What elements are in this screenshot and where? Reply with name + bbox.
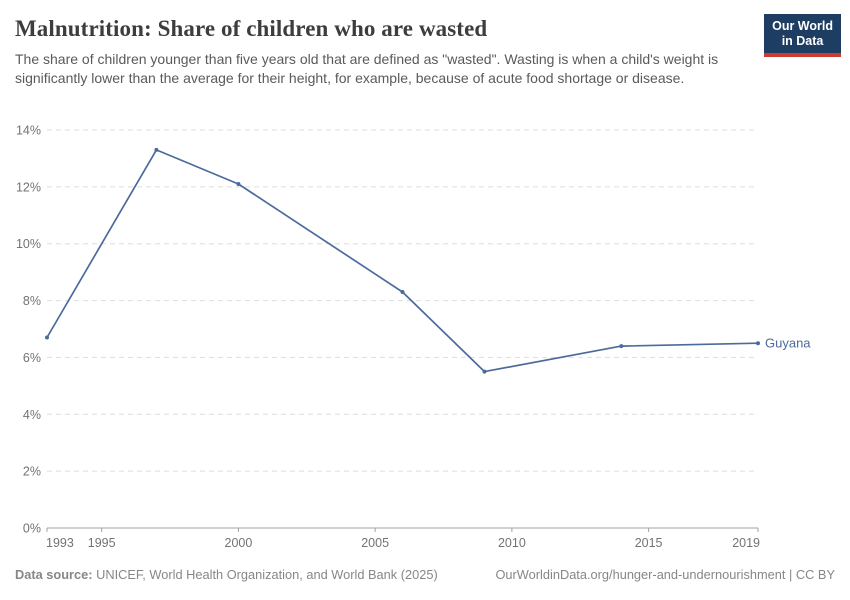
data-point-marker [236,182,241,186]
x-tick-label: 1993 [46,536,74,550]
x-tick-label: 2010 [498,536,526,550]
page-title: Malnutrition: Share of children who are … [15,16,488,41]
data-point-marker [756,341,760,346]
x-tick-label: 2000 [225,536,253,550]
data-point-marker [482,369,487,374]
data-point-marker [619,344,624,349]
chart-header: Malnutrition: Share of children who are … [0,0,850,88]
data-point-marker [400,290,405,294]
logo-line-2: in Data [781,34,824,48]
y-tick-label: 8% [23,294,41,308]
x-tick-label: 2005 [361,536,389,550]
y-tick-label: 14% [16,124,41,138]
data-point-marker [154,147,159,152]
y-tick-label: 0% [23,522,41,536]
y-tick-label: 6% [23,351,41,365]
chart-footer: Data source: UNICEF, World Health Organi… [15,567,835,582]
chart-subtitle: The share of children younger than five … [15,51,719,86]
data-source-text: UNICEF, World Health Organization, and W… [92,567,438,582]
data-point-marker [45,335,49,340]
x-tick-label: 2015 [635,536,663,550]
y-tick-label: 2% [23,465,41,479]
logo-line-1: Our World [772,19,833,33]
x-tick-label: 1995 [88,536,116,550]
footer-link[interactable]: OurWorldinData.org/hunger-and-undernouri… [495,567,835,582]
owid-logo[interactable]: Our World in Data [764,14,841,57]
y-tick-label: 4% [23,408,41,422]
x-tick-label: 2019 [732,536,760,550]
data-source-label: Data source: [15,567,93,582]
y-tick-label: 12% [16,180,41,194]
series-line [46,149,759,373]
y-tick-label: 10% [16,237,41,251]
series-label: Guyana [765,336,811,351]
data-source: Data source: UNICEF, World Health Organi… [15,567,438,582]
